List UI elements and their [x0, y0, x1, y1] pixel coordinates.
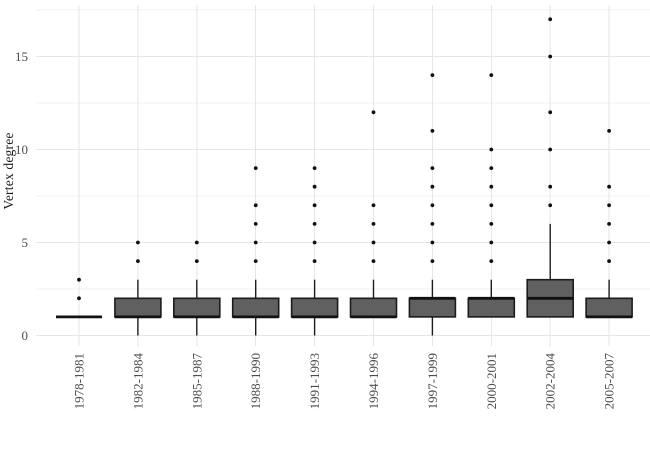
- outlier-dot: [136, 240, 140, 245]
- outlier-dot: [253, 166, 258, 171]
- outlier-dot: [430, 166, 435, 171]
- outlier-dot: [430, 73, 435, 77]
- outlier-dot: [607, 203, 611, 208]
- x-tick-label: 1997-1999: [425, 353, 440, 409]
- y-tick-label: 5: [22, 235, 29, 250]
- outlier-dot: [548, 17, 553, 22]
- x-tick-label: 1978-1981: [72, 353, 87, 409]
- box: [408, 297, 457, 318]
- box: [173, 297, 221, 318]
- outlier-dot: [489, 222, 494, 226]
- outlier-dot: [430, 203, 435, 208]
- box: [114, 297, 162, 318]
- x-tick-label: 1994-1996: [366, 353, 381, 410]
- outlier-dot: [312, 203, 317, 208]
- outlier-dot: [430, 129, 435, 133]
- outlier-dot: [607, 222, 611, 226]
- outlier-dot: [489, 259, 494, 263]
- outlier-dot: [77, 296, 81, 301]
- outlier-dot: [430, 222, 435, 226]
- outlier-dot: [489, 240, 494, 245]
- outlier-dot: [430, 259, 435, 263]
- outlier-dot: [430, 184, 435, 189]
- outlier-dot: [548, 184, 553, 189]
- x-tick-label: 1982-1984: [130, 353, 145, 410]
- outlier-dot: [548, 147, 553, 152]
- outlier-dot: [430, 240, 435, 245]
- outlier-dot: [489, 73, 494, 77]
- box: [290, 297, 339, 318]
- y-tick-label: 0: [22, 328, 29, 343]
- outlier-dot: [371, 203, 376, 208]
- x-tick-label: 2002-2004: [543, 353, 558, 410]
- x-tick-label: 2005-2007: [602, 353, 617, 410]
- x-tick-label: 1985-1987: [189, 353, 204, 410]
- y-tick-label: 15: [15, 49, 28, 64]
- outlier-dot: [607, 184, 611, 189]
- outlier-dot: [371, 240, 376, 245]
- outlier-dot: [607, 240, 611, 245]
- outlier-dot: [607, 129, 611, 133]
- x-tick-label: 2000-2001: [484, 353, 499, 409]
- outlier-dot: [77, 277, 81, 282]
- outlier-dot: [548, 203, 553, 208]
- outlier-dot: [312, 184, 317, 189]
- y-axis-title: Vertex degree: [1, 132, 16, 210]
- outlier-dot: [194, 259, 199, 263]
- outlier-dot: [489, 184, 494, 189]
- outlier-dot: [371, 259, 376, 263]
- outlier-dot: [489, 203, 494, 208]
- outlier-dot: [489, 166, 494, 171]
- outlier-dot: [548, 110, 553, 115]
- y-tick-label: 10: [15, 142, 28, 157]
- outlier-dot: [253, 222, 258, 226]
- x-tick-label: 1988-1990: [248, 353, 263, 409]
- outlier-dot: [253, 240, 258, 245]
- box: [585, 297, 633, 318]
- outlier-dot: [371, 222, 376, 226]
- outlier-dot: [548, 54, 553, 59]
- outlier-dot: [312, 222, 317, 226]
- box: [467, 297, 516, 318]
- outlier-dot: [136, 259, 140, 263]
- outlier-dot: [489, 147, 494, 152]
- outlier-dot: [253, 203, 258, 208]
- outlier-dot: [253, 259, 258, 263]
- outlier-dot: [312, 166, 317, 171]
- x-tick-label: 1991-1993: [307, 353, 322, 409]
- box: [349, 297, 398, 318]
- outlier-dot: [194, 240, 199, 245]
- outlier-dot: [312, 259, 317, 263]
- box: [231, 297, 280, 318]
- outlier-dot: [607, 259, 611, 263]
- outlier-dot: [371, 110, 376, 115]
- outlier-dot: [312, 240, 317, 245]
